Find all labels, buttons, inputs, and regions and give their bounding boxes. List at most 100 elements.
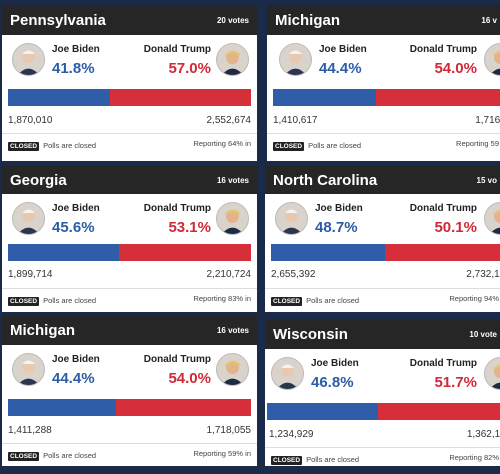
biden-vote-count: 1,899,714 xyxy=(8,269,53,280)
trump-vote-count: 2,552,674 xyxy=(206,115,252,126)
trump-name: Donald Trump xyxy=(409,203,477,214)
trump-avatar xyxy=(484,357,500,390)
biden-avatar xyxy=(12,43,45,76)
state-name: Georgia xyxy=(10,171,67,189)
biden-vote-count: 1,411,288 xyxy=(8,425,52,436)
state-name: North Carolina xyxy=(273,171,378,189)
reporting-status: Reporting 83% in xyxy=(193,294,251,303)
biden-avatar xyxy=(12,202,45,235)
trump-percentage: 50.1% xyxy=(434,219,477,236)
trump-vote-count: 1,362,1! xyxy=(466,429,500,440)
trump-bar-segment xyxy=(384,244,500,261)
reporting-status: Reporting 94% xyxy=(449,294,499,303)
trump-avatar xyxy=(216,43,249,76)
biden-bar-segment xyxy=(8,89,110,106)
biden-avatar xyxy=(12,353,45,386)
biden-bar-segment xyxy=(273,89,376,106)
electoral-votes: 15 vo xyxy=(476,175,497,185)
trump-vote-count: 1,718,055 xyxy=(206,425,252,436)
polls-status: Polls are closed xyxy=(43,450,97,460)
trump-name: Donald Trump xyxy=(143,44,211,55)
biden-avatar xyxy=(275,202,308,235)
biden-bar-segment xyxy=(8,244,119,261)
card-footer: CLOSED Polls are closed Reporting 82% xyxy=(265,447,500,466)
state-name: Pennsylvania xyxy=(10,11,106,29)
vote-share-bar xyxy=(267,403,500,420)
trump-avatar xyxy=(216,353,249,386)
closed-badge: CLOSED xyxy=(271,455,303,465)
electoral-votes: 16 v xyxy=(481,15,497,25)
card-header: Wisconsin 10 vote xyxy=(265,319,500,349)
biden-bar-segment xyxy=(271,244,385,261)
trump-name: Donald Trump xyxy=(143,354,211,365)
biden-avatar xyxy=(279,43,312,76)
biden-name: Joe Biden xyxy=(319,44,367,55)
reporting-status: Reporting 82% xyxy=(449,453,499,462)
biden-vote-count: 1,234,929 xyxy=(269,429,314,440)
card-header: Georgia 16 votes xyxy=(2,166,257,194)
biden-percentage: 44.4% xyxy=(319,60,362,77)
polls-status: Polls are closed xyxy=(306,454,360,464)
biden-name: Joe Biden xyxy=(52,44,100,55)
trump-avatar xyxy=(216,202,249,235)
state-card-pennsylvania[interactable]: Pennsylvania 20 votes Joe Biden 41.8% Do… xyxy=(2,5,257,161)
biden-avatar xyxy=(271,357,304,390)
state-name: Michigan xyxy=(10,321,76,339)
reporting-status: Reporting 59 xyxy=(456,139,499,148)
card-header: Michigan 16 v xyxy=(267,5,500,35)
biden-vote-count: 1,870,010 xyxy=(8,115,53,126)
biden-percentage: 45.6% xyxy=(52,219,95,236)
biden-name: Joe Biden xyxy=(52,354,100,365)
electoral-votes: 20 votes xyxy=(216,15,249,25)
trump-percentage: 51.7% xyxy=(434,374,477,391)
card-header: Michigan 16 votes xyxy=(2,315,257,345)
electoral-votes: 16 votes xyxy=(216,325,249,335)
electoral-votes: 16 votes xyxy=(216,175,249,185)
biden-name: Joe Biden xyxy=(315,203,363,214)
electoral-votes: 10 vote xyxy=(469,329,497,339)
trump-vote-count: 2,732,1( xyxy=(466,269,500,280)
vote-share-bar xyxy=(8,399,251,416)
closed-badge: CLOSED xyxy=(8,296,40,306)
vote-share-bar xyxy=(273,89,500,106)
vote-share-bar xyxy=(8,244,251,261)
biden-name: Joe Biden xyxy=(52,203,100,214)
card-footer: CLOSED Polls are closed Reporting 83% in xyxy=(2,288,257,308)
biden-percentage: 48.7% xyxy=(315,219,358,236)
card-header: Pennsylvania 20 votes xyxy=(2,5,257,35)
polls-status: Polls are closed xyxy=(308,140,362,150)
biden-name: Joe Biden xyxy=(311,358,359,369)
trump-vote-count: 2,210,724 xyxy=(206,269,252,280)
state-card-north-carolina[interactable]: North Carolina 15 vo Joe Biden 48.7% Don… xyxy=(265,166,500,312)
trump-bar-segment xyxy=(376,89,500,106)
vote-share-bar xyxy=(8,89,251,106)
trump-percentage: 57.0% xyxy=(168,60,211,77)
biden-vote-count: 1,410,617 xyxy=(273,115,318,126)
trump-percentage: 53.1% xyxy=(168,219,211,236)
card-footer: CLOSED Polls are closed Reporting 59% in xyxy=(2,443,257,463)
trump-bar-segment xyxy=(118,244,251,261)
vote-share-bar xyxy=(271,244,500,261)
polls-status: Polls are closed xyxy=(43,140,97,150)
trump-bar-segment xyxy=(109,89,251,106)
biden-bar-segment xyxy=(267,403,379,420)
polls-status: Polls are closed xyxy=(43,295,97,305)
polls-status: Polls are closed xyxy=(306,295,360,305)
state-card-wisconsin[interactable]: Wisconsin 10 vote Joe Biden 46.8% Donald… xyxy=(265,319,500,466)
state-card-michigan[interactable]: Michigan 16 v Joe Biden 44.4% Donald Tru… xyxy=(267,5,500,161)
card-footer: CLOSED Polls are closed Reporting 94% xyxy=(265,288,500,308)
biden-percentage: 41.8% xyxy=(52,60,95,77)
state-card-michigan-2[interactable]: Michigan 16 votes Joe Biden 44.4% Donald… xyxy=(2,315,257,466)
card-footer: CLOSED Polls are closed Reporting 59 xyxy=(267,133,500,153)
trump-avatar xyxy=(484,202,500,235)
state-card-georgia[interactable]: Georgia 16 votes Joe Biden 45.6% Donald … xyxy=(2,166,257,312)
trump-bar-segment xyxy=(378,403,500,420)
trump-percentage: 54.0% xyxy=(168,370,211,387)
closed-badge: CLOSED xyxy=(273,141,305,151)
trump-name: Donald Trump xyxy=(143,203,211,214)
trump-avatar xyxy=(484,43,500,76)
closed-badge: CLOSED xyxy=(8,451,40,461)
trump-vote-count: 1,716, xyxy=(475,115,500,126)
closed-badge: CLOSED xyxy=(8,141,40,151)
